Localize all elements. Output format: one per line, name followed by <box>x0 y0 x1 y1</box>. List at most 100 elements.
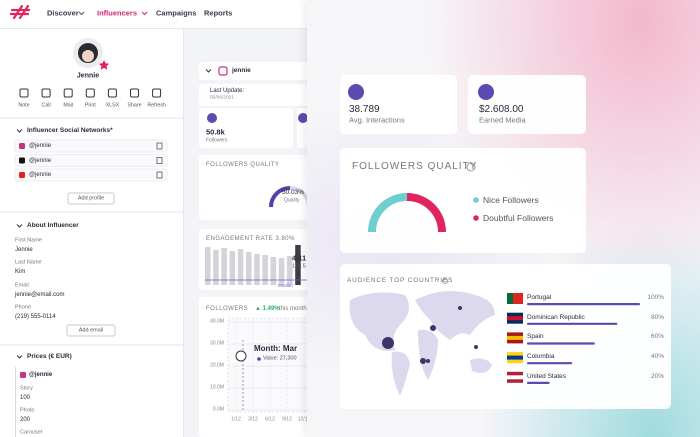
engagement-bar <box>205 247 211 285</box>
country-share: 80% <box>650 313 664 321</box>
engagement-bar <box>287 256 293 285</box>
action-label[interactable]: Mail <box>63 102 74 109</box>
info-icon <box>466 162 476 172</box>
country-bar <box>527 303 640 306</box>
delete-icon <box>156 142 163 150</box>
network-icon <box>20 372 26 378</box>
drawing <box>340 75 671 409</box>
map-dot <box>458 306 462 310</box>
map-region <box>349 292 409 351</box>
action-label[interactable]: Call <box>41 102 51 109</box>
section-title: About Influencer <box>27 221 79 229</box>
action-label[interactable]: Refresh <box>147 102 166 109</box>
card <box>340 75 457 134</box>
nav-item[interactable]: Discover <box>47 8 79 18</box>
tooltip-dot <box>257 357 261 361</box>
country-share: 40% <box>650 352 664 360</box>
button-label[interactable]: Add profile <box>77 194 105 201</box>
map-region <box>418 329 438 380</box>
nav-item[interactable]: Campaigns <box>156 8 197 18</box>
action-icon <box>85 88 95 98</box>
network-icon <box>19 172 25 178</box>
account-row <box>14 168 168 182</box>
card <box>468 75 586 134</box>
drawing <box>0 4 307 437</box>
stat-icon <box>207 113 217 123</box>
engagement-bar <box>262 255 268 285</box>
account-row <box>14 154 168 167</box>
stat-value: 38.789 <box>349 104 380 115</box>
button <box>66 324 116 337</box>
price-value: 200 <box>20 417 31 423</box>
engagement-bar <box>229 251 236 285</box>
update-date: 05/06/2021 <box>210 95 235 101</box>
action-icon <box>107 88 117 98</box>
card-title: FOLLOWERS <box>206 306 249 312</box>
price-label: Carousel <box>20 429 43 436</box>
country-name: Portugal <box>527 293 552 301</box>
nav-item[interactable]: Reports <box>204 8 233 18</box>
field-label: First Name <box>15 237 42 244</box>
y-tick-label: 30.0M <box>210 340 224 347</box>
button-label[interactable]: Add email <box>78 326 104 333</box>
y-tick-label: 10.0M <box>210 384 224 391</box>
engagement-bar <box>237 249 244 285</box>
median-label: Median <box>278 282 293 288</box>
network-icon <box>19 143 25 149</box>
legend-label: Nice Followers <box>483 194 539 205</box>
action-icon <box>19 88 29 98</box>
card <box>199 108 293 148</box>
action-label[interactable]: Print <box>84 102 96 109</box>
field-label: Last Name <box>15 259 42 266</box>
section-chevron <box>205 69 212 73</box>
gauge-value <box>269 185 291 208</box>
field-label: Email <box>15 281 29 288</box>
y-tick-label: 40.0M <box>210 318 224 325</box>
section-chevron <box>16 224 23 228</box>
stat-label: Followers <box>206 137 228 144</box>
action-label[interactable]: XLSX <box>105 102 120 109</box>
y-tick-label: 0.0M <box>212 406 224 413</box>
action-label[interactable]: Note <box>18 102 30 109</box>
country-share: 60% <box>650 333 664 341</box>
card <box>199 84 307 106</box>
plot-area <box>227 317 307 413</box>
field-value: jennie@email.com <box>15 291 65 298</box>
account-row <box>14 139 168 153</box>
map-dot <box>474 345 478 349</box>
map-region <box>470 358 492 373</box>
delete-icon <box>156 171 163 179</box>
card-title: ENGAGEMENT RATE 3.80% <box>206 236 295 242</box>
field-value: Jennie <box>15 247 33 253</box>
flag <box>507 335 523 340</box>
engagement-bar <box>221 248 227 285</box>
map-dot <box>420 358 426 364</box>
stat-label: Avg. Interactions <box>349 115 405 125</box>
section-title: Influencer Social Networks* <box>27 126 113 134</box>
profile-name: Jennie <box>76 72 100 80</box>
logo <box>9 4 31 20</box>
nav-item[interactable]: Influencers <box>97 8 138 18</box>
stat-value: $2.608.00 <box>479 104 524 115</box>
stat-icon <box>478 84 494 100</box>
flag <box>507 355 523 360</box>
gauge-doubtful <box>406 193 446 233</box>
action-label[interactable]: Share <box>127 102 142 109</box>
country-bar <box>527 342 595 345</box>
engagement-bar <box>270 257 277 285</box>
country-bar <box>527 381 550 384</box>
stat-value: 50.8k <box>206 127 225 137</box>
field-value: (219) 555-0114 <box>15 313 56 320</box>
quality-value: 50.03% <box>282 188 305 196</box>
section-title: Prices (€ EUR) <box>27 352 72 360</box>
legend-swatch <box>473 215 479 221</box>
action-icon <box>130 88 139 98</box>
map-region <box>391 351 410 396</box>
dropdown-caret <box>141 11 148 16</box>
overlay-panel: 38.789 Avg. Interactions $2.608.00 Earned M… <box>307 0 700 437</box>
map-dot <box>382 337 394 349</box>
stat-icon <box>348 84 364 100</box>
engagement-bar <box>254 254 260 285</box>
gauge-rest <box>289 186 307 208</box>
